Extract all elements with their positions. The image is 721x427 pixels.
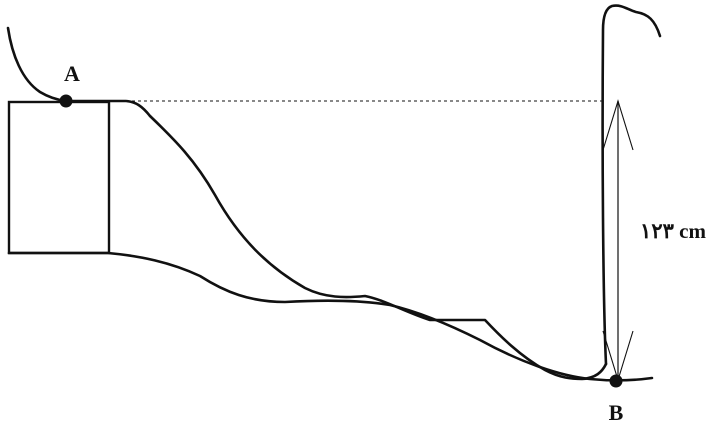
left-block — [7, 100, 111, 255]
height-measurement-label: ۱۲۳ cm — [640, 219, 706, 243]
point-b-dot — [609, 374, 623, 388]
point-b-label: B — [609, 400, 624, 425]
lower-track-curve — [7, 251, 654, 382]
right-wall-curve — [601, 4, 662, 366]
upper-track-curve — [148, 114, 608, 381]
height-arrow-top-head — [602, 99, 634, 151]
left-slope-curve — [6, 26, 68, 103]
point-a-label: A — [64, 61, 80, 86]
point-a-dot — [59, 94, 73, 108]
